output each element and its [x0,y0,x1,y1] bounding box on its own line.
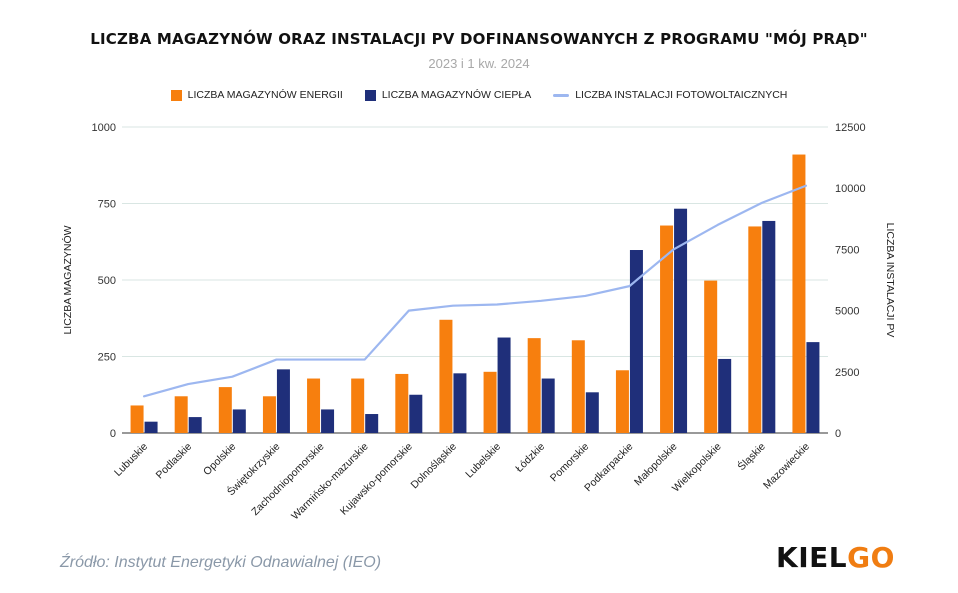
bar-energy-storage [395,373,409,433]
y-right-tick-label: 0 [835,428,841,440]
bar-heat-storage [409,394,423,433]
bar-heat-storage [629,250,643,433]
bar-energy-storage [704,280,718,433]
x-tick-label: Lubelskie [463,441,503,481]
y-right-tick-label: 10000 [835,183,866,195]
x-tick-label: Lubuskie [112,441,150,479]
x-tick-label: Opolskie [201,441,238,478]
x-tick-label: Zachodniopomorskie [249,441,327,519]
bar-energy-storage [571,340,585,433]
chart-subtitle: 2023 i 1 kw. 2024 [428,56,530,71]
legend-label-heat: LICZBA MAGAZYNÓW CIEPŁA [381,89,532,101]
legend-item-heat: LICZBA MAGAZYNÓW CIEPŁA [364,89,532,101]
bar-energy-storage [748,226,762,433]
bar-energy-storage [307,378,321,433]
bar-energy-storage [262,396,276,433]
bar-heat-storage [585,392,599,433]
y-right-tick-label: 5000 [835,306,859,318]
brand-logo: KIELGO [776,541,895,574]
bar-heat-storage [321,409,335,433]
bar-energy-storage [792,154,806,434]
x-tick-label: Podlaskie [154,441,195,482]
y-left-tick-label: 500 [98,275,116,287]
chart-title: LICZBA MAGAZYNÓW ORAZ INSTALACJI PV DOFI… [90,30,868,48]
y-left-tick-label: 750 [98,199,116,211]
bar-heat-storage [144,421,158,433]
bar-heat-storage [762,220,776,433]
line-pv-installations [142,184,808,398]
source-note: Źródło: Instytut Energetyki Odnawialnej … [60,554,382,571]
y-right-axis-title: LICZBA INSTALACJI PV [884,223,896,338]
bar-heat-storage [806,342,820,433]
y-right-tick-label: 2500 [835,367,859,379]
legend-item-energy: LICZBA MAGAZYNÓW ENERGII [170,89,343,101]
legend-swatch-pv [553,93,570,97]
legend-swatch-heat [364,89,376,101]
legend-item-pv: LICZBA INSTALACJI FOTOWOLTAICZNYCH [553,89,787,101]
x-tick-label: Śląskie [735,440,768,473]
bar-heat-storage [674,208,688,433]
bar-energy-storage [130,405,144,433]
bar-heat-storage [453,373,467,433]
brand-logo-main: KIEL [776,541,848,574]
x-tick-label: Łódzkie [513,441,547,475]
bar-energy-storage [527,338,541,433]
x-tick-label: Dolnośląskie [408,441,459,492]
y-left-tick-label: 1000 [92,122,116,134]
y-right-tick-label: 7500 [835,244,859,256]
bar-heat-storage [718,358,732,433]
bar-heat-storage [232,409,246,433]
bar-energy-storage [351,378,365,433]
bar-energy-storage [615,370,629,433]
legend: LICZBA MAGAZYNÓW ENERGII LICZBA MAGAZYNÓ… [0,89,958,101]
bar-heat-storage [276,369,290,433]
bar-energy-storage [218,387,232,433]
bar-energy-storage [174,396,188,433]
bar-heat-storage [188,417,202,433]
bar-energy-storage [660,225,674,433]
x-tick-label: Małopolskie [632,441,680,489]
brand-logo-accent: GO [847,541,895,574]
bar-energy-storage [483,371,497,433]
bar-heat-storage [497,337,511,433]
y-left-tick-label: 0 [110,428,116,440]
bar-heat-storage [541,378,555,433]
bar-heat-storage [365,414,379,433]
y-left-axis-title: LICZBA MAGAZYNÓW [61,225,74,334]
legend-label-energy: LICZBA MAGAZYNÓW ENERGII [187,89,343,101]
legend-swatch-energy [170,89,182,101]
x-tick-label: Pomorskie [548,441,592,485]
legend-label-pv: LICZBA INSTALACJI FOTOWOLTAICZNYCH [575,89,788,101]
x-tick-label: Mazowieckie [761,441,812,492]
y-left-tick-label: 250 [98,352,116,364]
y-right-tick-label: 12500 [835,122,866,134]
x-tick-label: Warmińsko-mazurskie [289,441,371,523]
bar-energy-storage [439,319,453,433]
